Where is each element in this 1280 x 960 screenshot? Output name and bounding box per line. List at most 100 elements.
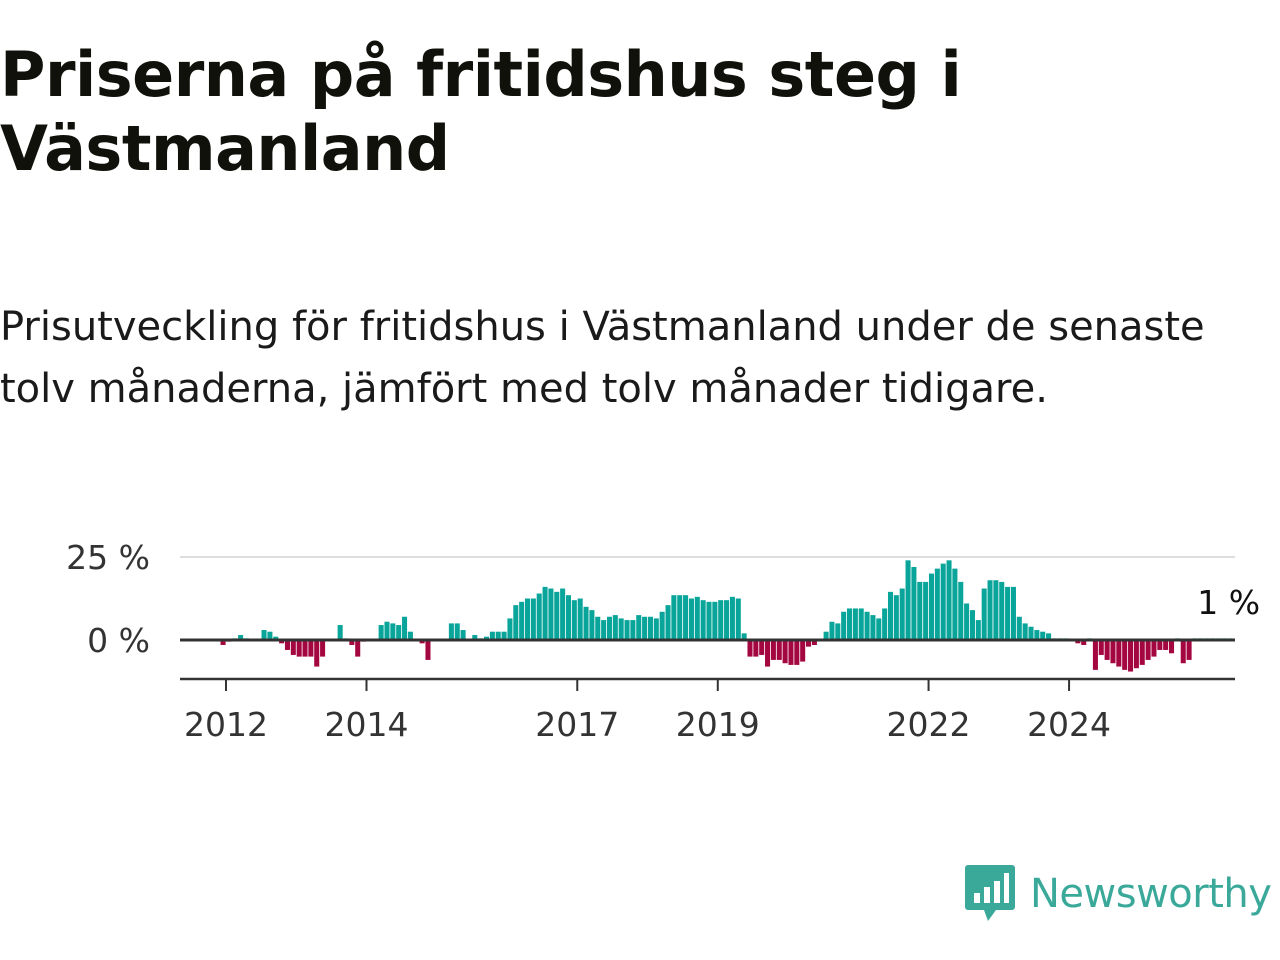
bar-54 [501,631,507,640]
x-tick-label-2: 2017 [535,705,619,744]
bar-133 [964,603,970,640]
bar-122 [899,588,905,640]
bar-135 [975,620,981,640]
bar-120 [887,591,894,640]
bar-147 [1046,633,1052,640]
chart-title: Priserna på fritidshus steg i Västmanlan… [0,38,962,185]
bar-26 [337,625,343,640]
bar-155 [1092,640,1098,670]
bar-17 [284,640,290,650]
bar-104 [794,640,800,665]
bar-153 [1081,640,1087,645]
bar-69 [589,610,595,640]
bar-45 [448,623,454,640]
bar-84 [677,595,683,640]
bar-49 [472,635,478,640]
bar-22 [314,640,320,667]
bar-71 [601,620,607,640]
bar-105 [800,640,806,662]
chart-subtitle: Prisutveckling för fritidshus i Västmanl… [0,304,1205,412]
bar-56 [513,605,519,640]
bar-99 [765,640,771,667]
bar-106 [806,640,812,647]
bar-157 [1104,640,1110,660]
bar-171 [1186,640,1192,660]
bar-125 [917,581,923,640]
bar-55 [507,618,513,640]
bar-121 [893,595,899,640]
bar-9 [238,635,244,640]
bar-114 [852,608,858,640]
bar-119 [882,608,888,640]
bar-109 [823,631,829,640]
bar-152 [1075,640,1081,644]
bar-90 [712,601,718,640]
bar-130 [946,560,952,640]
bar-64 [560,588,566,640]
bar-132 [958,581,964,640]
bar-29 [355,640,361,657]
bar-35 [390,623,396,640]
bar-61 [542,586,548,640]
bar-37 [402,616,408,640]
bar-15 [273,636,279,640]
bar-63 [554,591,560,640]
x-tick-label-4: 2022 [887,705,971,744]
bar-83 [671,595,677,640]
bar-40 [419,640,425,644]
bar-38 [407,631,413,640]
price-change-chart: 25 % 0 % 2012 2014 2017 2019 2022 2024 1 % [66,538,1260,744]
bar-156 [1098,640,1104,655]
bar-21 [308,640,314,657]
bar-139 [999,581,1005,640]
bar-159 [1116,640,1122,667]
bar-163 [1139,640,1145,665]
bar-93 [729,596,735,640]
bar-80 [653,618,659,640]
bar-92 [724,600,730,640]
bar-77 [636,615,642,640]
bar-18 [290,640,296,655]
bar-74 [618,618,624,640]
bar-89 [706,601,712,640]
bar-layer [220,560,1233,672]
bar-167 [1163,640,1169,650]
bar-127 [928,573,934,640]
bar-128 [934,568,940,640]
bar-134 [969,610,975,640]
bar-86 [688,598,694,640]
bar-75 [624,620,630,640]
bar-81 [659,611,665,640]
bar-65 [565,595,572,640]
bar-160 [1122,640,1128,670]
bar-72 [606,616,612,640]
bar-118 [876,618,882,640]
bar-144 [1028,626,1034,640]
bar-101 [776,640,782,660]
bar-79 [647,616,653,640]
bar-70 [595,616,601,640]
bar-33 [378,625,384,640]
bar-141 [1010,586,1016,640]
bar-161 [1128,640,1134,672]
bar-164 [1145,640,1151,660]
bar-107 [811,640,817,645]
bar-116 [864,611,870,640]
x-tick-label-5: 2024 [1027,705,1111,744]
bar-82 [665,605,671,640]
bar-165 [1151,640,1157,657]
bar-117 [870,615,876,640]
bar-76 [630,620,636,640]
bar-41 [425,640,431,660]
x-tick-label-1: 2014 [325,705,409,744]
bar-78 [642,616,648,640]
axis-layer: 25 % 0 % 2012 2014 2017 2019 2022 2024 1 % [66,538,1260,744]
bar-52 [489,631,495,640]
x-tick-label-3: 2019 [676,705,760,744]
bar-111 [835,623,841,640]
bar-126 [923,581,929,640]
bar-145 [1034,630,1040,640]
bar-67 [577,598,583,640]
bar-60 [536,593,542,640]
bar-115 [858,608,864,640]
